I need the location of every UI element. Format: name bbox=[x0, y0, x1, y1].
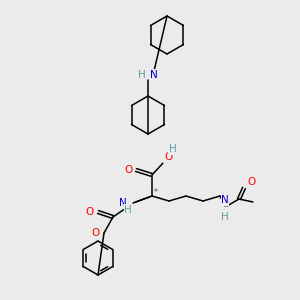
Text: O: O bbox=[247, 177, 255, 187]
Text: *: * bbox=[154, 188, 158, 197]
Text: N: N bbox=[150, 70, 158, 80]
Text: O: O bbox=[86, 207, 94, 217]
Text: O: O bbox=[125, 165, 133, 175]
Text: H: H bbox=[138, 70, 146, 80]
Text: O: O bbox=[92, 228, 100, 238]
Text: H: H bbox=[124, 205, 132, 215]
Text: O: O bbox=[164, 152, 172, 162]
Text: H: H bbox=[169, 144, 177, 154]
Text: H: H bbox=[221, 212, 229, 222]
Text: N: N bbox=[221, 195, 229, 205]
Text: N: N bbox=[119, 198, 127, 208]
